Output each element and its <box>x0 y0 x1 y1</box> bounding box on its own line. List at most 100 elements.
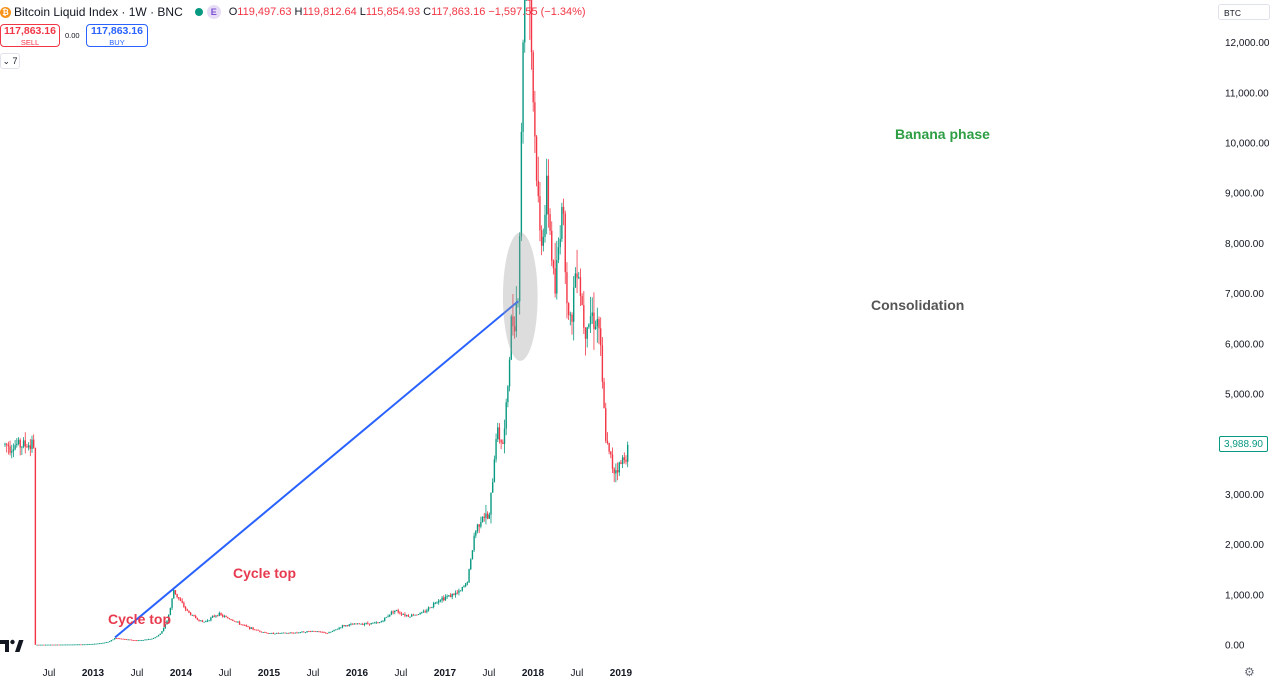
candle-body <box>46 644 48 646</box>
candle-body <box>593 312 595 329</box>
candle-body <box>336 628 339 630</box>
candle-body <box>348 624 350 626</box>
candle-body <box>385 616 388 618</box>
x-tick-label: Jul <box>131 668 144 679</box>
x-tick-label: 2018 <box>522 668 545 679</box>
candle-body <box>557 247 560 260</box>
candle-body <box>284 632 286 634</box>
candle-body <box>591 312 593 316</box>
annotation-cycle-top-2014[interactable]: Cycle top <box>233 565 297 581</box>
gear-icon[interactable]: ⚙ <box>1244 665 1255 679</box>
candle-body <box>260 631 263 633</box>
candle-body <box>289 632 291 634</box>
candle-body <box>610 451 612 455</box>
candle-body <box>142 639 145 641</box>
candle-body <box>169 607 172 616</box>
candle-body <box>598 319 600 329</box>
annotation-cycle-top-2013[interactable]: Cycle top <box>108 611 172 627</box>
candle-body <box>426 610 428 613</box>
candle-body <box>265 632 268 634</box>
candle-body <box>206 620 209 622</box>
candle-body <box>571 314 573 322</box>
candle-body <box>122 638 124 640</box>
candle-body <box>90 644 92 645</box>
candle-body <box>135 640 138 642</box>
candle-body <box>107 641 109 643</box>
candle-body <box>36 644 38 646</box>
candle-body <box>63 644 65 646</box>
candle-body <box>409 616 411 618</box>
candle-body <box>183 602 185 607</box>
candle-body <box>108 641 111 643</box>
candle-body <box>71 644 74 646</box>
tradingview-logo-icon[interactable] <box>0 637 24 653</box>
price-axis[interactable]: 0.001,000.002,000.003,000.004,000.005,00… <box>1225 38 1270 651</box>
candle-body <box>5 443 8 445</box>
candle-body <box>147 638 150 640</box>
candle-body <box>326 633 329 634</box>
candle-body <box>434 602 437 604</box>
symbol-title[interactable]: Bitcoin Liquid Index · 1W · BNC <box>14 5 183 19</box>
candle-body <box>355 623 357 625</box>
close-value: C117,863.16 <box>423 6 486 18</box>
candle-body <box>363 623 366 625</box>
candle-body <box>184 606 187 610</box>
candle-body <box>56 644 59 646</box>
candle-body <box>520 131 523 237</box>
y-tick-label: 10,000.00 <box>1225 139 1270 150</box>
candle-body <box>220 613 222 615</box>
consolidation-zone[interactable] <box>502 232 538 361</box>
candle-body <box>574 273 577 288</box>
annotation-banana-phase[interactable]: Banana phase <box>895 126 990 142</box>
candle-body <box>481 516 484 523</box>
candle-body <box>383 617 386 621</box>
candle-body <box>491 482 494 493</box>
candle-body <box>547 175 550 215</box>
spread-value: 0.00 <box>65 31 80 40</box>
candle-body <box>66 644 69 646</box>
candle-body <box>154 637 156 639</box>
buy-button[interactable]: 117,863.16 BUY <box>86 24 148 47</box>
exchange-badge[interactable]: E <box>206 5 221 19</box>
candle-body <box>367 622 369 624</box>
candle-body <box>387 616 389 618</box>
candle-body <box>608 443 610 452</box>
candle-body <box>205 620 207 622</box>
candle-body <box>238 621 241 625</box>
candle-body <box>470 559 472 570</box>
candle-body <box>551 230 553 261</box>
indicators-toggle[interactable]: ⌄ 7 <box>0 53 20 69</box>
candle-body <box>88 644 91 645</box>
candle-body <box>407 615 410 617</box>
candle-body <box>378 622 381 624</box>
candle-body <box>12 449 15 452</box>
candle-body <box>161 631 163 634</box>
candle-body <box>318 631 320 633</box>
trendline[interactable] <box>114 300 519 639</box>
candle-body <box>613 468 615 474</box>
time-axis[interactable]: Jul 2013 Jul 2014 Jul 2015 Jul 2016 Jul 2017 Jul 20… <box>43 668 633 679</box>
candle-body <box>178 597 180 599</box>
candle-body <box>134 640 136 641</box>
candle-body <box>461 587 464 591</box>
candle-body <box>507 386 509 403</box>
candle-body <box>356 623 359 625</box>
candle-body <box>304 632 307 634</box>
candle-body <box>529 0 531 1</box>
candle-body <box>156 636 158 638</box>
annotation-consolidation[interactable]: Consolidation <box>871 297 965 313</box>
sell-button[interactable]: 117,863.16 SELL <box>0 24 60 47</box>
candle-body <box>331 631 334 632</box>
candle-body <box>85 644 87 646</box>
candle-body <box>233 620 236 622</box>
candle-body <box>48 644 50 646</box>
currency-label[interactable]: BTC <box>1218 4 1270 20</box>
candle-body <box>618 462 620 473</box>
candle-body <box>319 631 322 633</box>
candle-body <box>416 614 418 616</box>
candle-body <box>210 617 212 621</box>
candle-body <box>483 516 485 518</box>
candle-body <box>429 607 431 609</box>
candle-body <box>306 631 308 633</box>
